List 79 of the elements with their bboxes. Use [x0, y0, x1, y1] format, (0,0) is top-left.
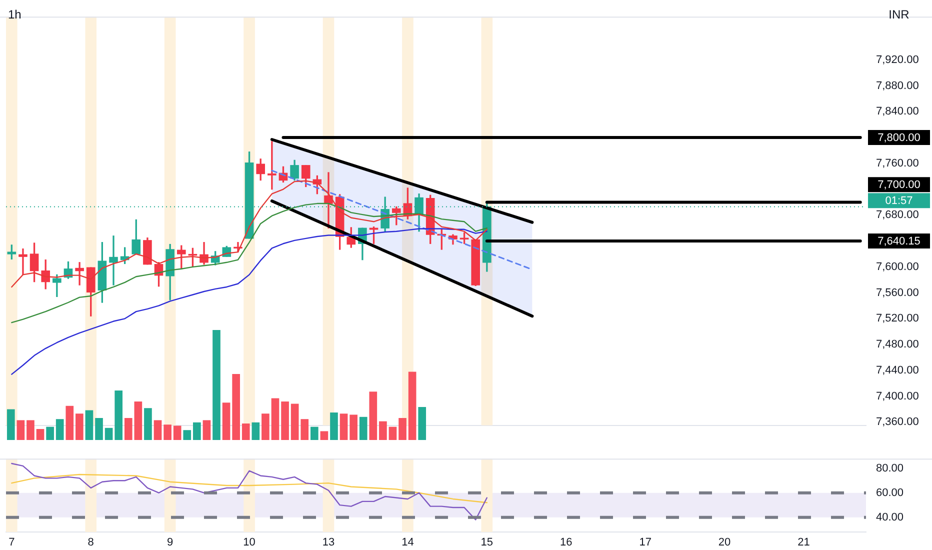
bar — [330, 412, 338, 440]
bar — [193, 422, 201, 440]
bar — [290, 404, 299, 440]
bar — [320, 431, 328, 440]
bar — [124, 418, 132, 440]
candlestick — [75, 262, 84, 286]
data-label: 7,800.00 — [878, 132, 920, 144]
x-tick-label: 8 — [88, 536, 94, 549]
bar — [350, 414, 358, 440]
bar — [104, 428, 113, 440]
y-tick-label: 7,360.00 — [876, 416, 919, 428]
y-tick-label: 60.00 — [876, 486, 904, 499]
bar — [310, 426, 318, 440]
bar — [16, 420, 25, 440]
bar — [408, 372, 416, 440]
x-tick-label: 7 — [8, 536, 15, 549]
bar — [202, 420, 211, 440]
y-tick-label: 7,400.00 — [876, 390, 919, 402]
y-tick-label: 7,600.00 — [876, 260, 919, 273]
bar — [252, 422, 260, 440]
candlestick — [109, 236, 118, 286]
bar — [85, 410, 94, 440]
y-tick-label: 7,840.00 — [876, 106, 919, 118]
x-tick-label: 16 — [560, 536, 572, 549]
bar — [6, 409, 15, 440]
bar — [242, 424, 250, 440]
x-tick-label: 13 — [322, 536, 335, 549]
bar — [154, 420, 162, 440]
data-label: 7,640.15 — [878, 235, 920, 248]
bar — [212, 330, 220, 440]
bar — [134, 402, 142, 440]
y-tick-label: 80.00 — [876, 462, 904, 474]
bar — [46, 426, 54, 440]
bar — [114, 390, 123, 440]
x-tick-label: 14 — [402, 536, 414, 549]
x-tick-label: 21 — [798, 536, 810, 549]
y-tick-label: 7,480.00 — [876, 338, 919, 351]
bar — [56, 419, 64, 440]
y-tick-label: 40.00 — [876, 511, 904, 524]
y-axis-title: INR — [888, 7, 910, 22]
bar — [398, 418, 406, 440]
bar — [340, 414, 348, 440]
y-tick-label: 7,920.00 — [876, 54, 919, 66]
candlestick — [18, 248, 28, 276]
bar — [76, 414, 84, 440]
bar — [66, 406, 74, 440]
y-tick-label: 7,440.00 — [876, 364, 919, 376]
x-tick-label: 20 — [718, 536, 731, 549]
y-tick-label: 7,560.00 — [876, 286, 919, 299]
x-tick-label: 15 — [480, 536, 494, 549]
bar — [173, 426, 182, 440]
text: 01:57 — [885, 195, 913, 208]
x-tick-label: 17 — [639, 536, 652, 549]
bar — [369, 392, 378, 440]
y-tick-label: 7,880.00 — [876, 80, 919, 92]
bar — [418, 407, 426, 440]
bar — [262, 414, 270, 440]
x-tick-label: 9 — [167, 536, 174, 549]
bar — [281, 402, 289, 440]
bar — [232, 374, 240, 440]
x-tick-label: 10 — [243, 536, 256, 549]
bar — [26, 420, 34, 440]
bar — [388, 426, 397, 440]
data-label: 7,700.00 — [878, 179, 920, 192]
y-tick-label: 7,520.00 — [876, 312, 919, 325]
bar — [379, 421, 387, 440]
bar — [222, 402, 230, 440]
bar — [95, 418, 103, 440]
bar — [164, 424, 172, 440]
candlestick — [268, 141, 276, 190]
chart-title: 1h — [8, 7, 22, 22]
y-tick-label: 7,760.00 — [876, 157, 919, 170]
bar — [36, 429, 44, 440]
y-tick-label: 7,680.00 — [876, 209, 919, 222]
bar — [271, 398, 280, 440]
bar — [144, 408, 152, 440]
bar — [300, 419, 309, 440]
bar — [183, 430, 192, 440]
bar — [359, 416, 368, 440]
